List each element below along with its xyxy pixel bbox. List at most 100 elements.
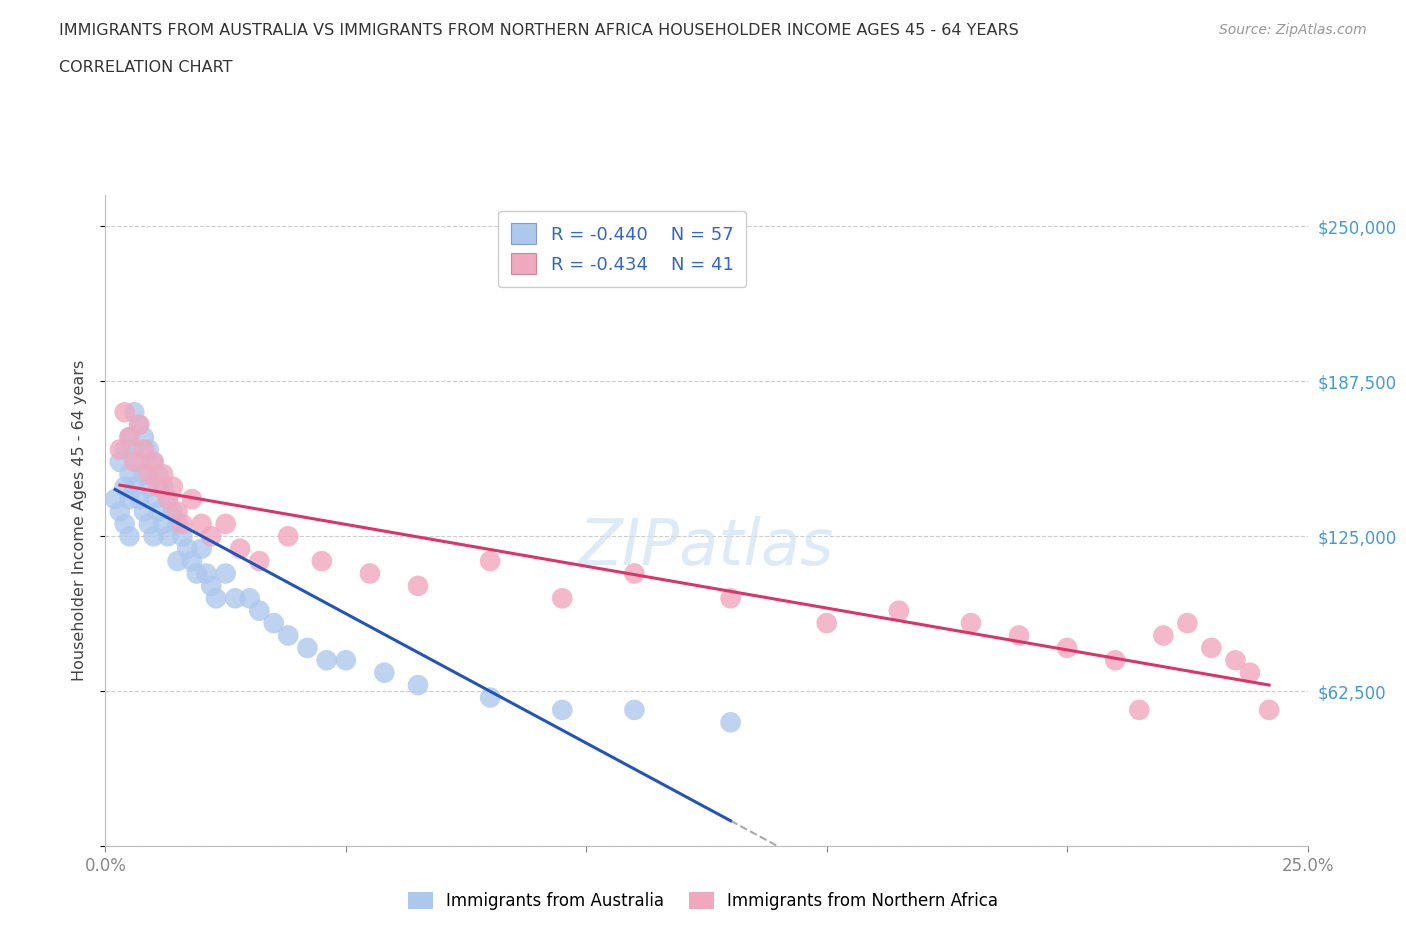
Point [138, 442, 160, 457]
Point [148, 467, 170, 482]
Point [156, 492, 179, 507]
Point [623, 566, 645, 581]
Point [142, 529, 165, 544]
Point [176, 541, 198, 556]
Point [124, 442, 146, 457]
Point [172, 516, 194, 531]
Point [406, 678, 429, 693]
Text: CORRELATION CHART: CORRELATION CHART [59, 60, 232, 75]
Point [277, 628, 299, 643]
Point [406, 578, 429, 593]
Point [132, 430, 155, 445]
Y-axis label: Householder Income Ages 45 - 64 years: Householder Income Ages 45 - 64 years [72, 360, 87, 682]
Point [142, 455, 165, 470]
Point [195, 566, 218, 581]
Point [118, 430, 141, 445]
Point [132, 504, 155, 519]
Point [247, 604, 270, 618]
Point [138, 479, 160, 494]
Point [152, 467, 174, 482]
Point [156, 529, 179, 544]
Point [479, 690, 502, 705]
Point [623, 702, 645, 717]
Point [479, 553, 502, 568]
Point [104, 492, 127, 507]
Point [190, 516, 212, 531]
Point [132, 442, 155, 457]
Point [335, 653, 357, 668]
Point [359, 566, 381, 581]
Point [124, 455, 146, 470]
Point [156, 492, 179, 507]
Point [124, 479, 146, 494]
Legend: R = -0.440    N = 57, R = -0.434    N = 41: R = -0.440 N = 57, R = -0.434 N = 41 [499, 211, 747, 286]
Point [152, 479, 174, 494]
Point [1258, 702, 1281, 717]
Point [960, 616, 983, 631]
Point [128, 418, 150, 432]
Point [373, 665, 395, 680]
Point [138, 516, 160, 531]
Point [815, 616, 838, 631]
Point [124, 405, 146, 419]
Point [239, 591, 262, 605]
Point [1008, 628, 1031, 643]
Text: IMMIGRANTS FROM AUSTRALIA VS IMMIGRANTS FROM NORTHERN AFRICA HOUSEHOLDER INCOME : IMMIGRANTS FROM AUSTRALIA VS IMMIGRANTS … [59, 23, 1019, 38]
Point [247, 553, 270, 568]
Point [142, 455, 165, 470]
Text: Source: ZipAtlas.com: Source: ZipAtlas.com [1219, 23, 1367, 37]
Point [720, 715, 742, 730]
Point [162, 479, 184, 494]
Point [551, 591, 574, 605]
Point [142, 492, 165, 507]
Point [1104, 653, 1126, 668]
Point [118, 467, 141, 482]
Point [118, 492, 141, 507]
Point [1128, 702, 1150, 717]
Point [108, 442, 131, 457]
Point [148, 504, 170, 519]
Point [200, 529, 222, 544]
Point [152, 516, 174, 531]
Point [277, 529, 299, 544]
Point [108, 455, 131, 470]
Point [166, 553, 188, 568]
Point [128, 492, 150, 507]
Point [128, 455, 150, 470]
Point [887, 604, 910, 618]
Point [108, 504, 131, 519]
Point [205, 591, 228, 605]
Point [162, 504, 184, 519]
Point [190, 541, 212, 556]
Point [172, 529, 194, 544]
Point [214, 516, 236, 531]
Point [224, 591, 246, 605]
Point [118, 430, 141, 445]
Point [114, 442, 136, 457]
Point [720, 591, 742, 605]
Point [118, 529, 141, 544]
Point [114, 516, 136, 531]
Point [128, 418, 150, 432]
Point [166, 504, 188, 519]
Point [114, 405, 136, 419]
Point [186, 566, 208, 581]
Point [1225, 653, 1247, 668]
Point [1152, 628, 1174, 643]
Point [311, 553, 333, 568]
Text: ZIPatlas: ZIPatlas [579, 516, 834, 578]
Point [1201, 641, 1223, 656]
Point [181, 553, 204, 568]
Point [148, 479, 170, 494]
Point [214, 566, 236, 581]
Point [297, 641, 319, 656]
Point [551, 702, 574, 717]
Point [315, 653, 337, 668]
Point [132, 467, 155, 482]
Point [114, 479, 136, 494]
Point [181, 492, 204, 507]
Point [166, 516, 188, 531]
Legend: Immigrants from Australia, Immigrants from Northern Africa: Immigrants from Australia, Immigrants fr… [401, 885, 1005, 917]
Point [263, 616, 285, 631]
Point [200, 578, 222, 593]
